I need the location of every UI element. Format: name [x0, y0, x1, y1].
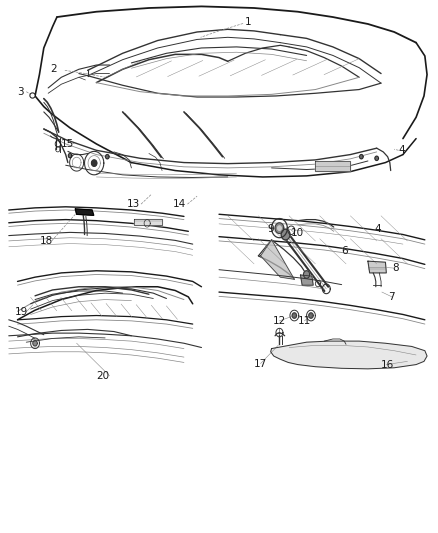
Polygon shape: [309, 313, 313, 318]
Text: 1: 1: [245, 18, 252, 27]
Text: 14: 14: [173, 199, 186, 209]
Polygon shape: [300, 275, 313, 285]
Text: 10: 10: [291, 228, 304, 238]
Text: 13: 13: [127, 199, 140, 209]
Polygon shape: [271, 341, 427, 369]
Text: 12: 12: [273, 316, 286, 326]
Polygon shape: [368, 261, 386, 273]
Polygon shape: [33, 341, 37, 346]
Polygon shape: [106, 155, 109, 159]
Text: 7: 7: [388, 292, 394, 302]
Polygon shape: [278, 226, 281, 230]
Polygon shape: [281, 229, 290, 240]
Text: 9: 9: [267, 224, 274, 234]
Text: 11: 11: [298, 316, 311, 326]
Text: 3: 3: [18, 87, 24, 96]
Text: 15: 15: [60, 139, 74, 149]
Text: 17: 17: [254, 359, 267, 368]
Polygon shape: [261, 240, 294, 279]
Text: 18: 18: [39, 236, 53, 246]
Polygon shape: [68, 154, 72, 158]
Text: 20: 20: [96, 371, 110, 381]
Text: 4: 4: [374, 224, 381, 234]
Polygon shape: [134, 219, 162, 225]
Polygon shape: [315, 161, 350, 171]
Text: 2: 2: [50, 64, 57, 74]
Polygon shape: [375, 156, 378, 160]
Text: 8: 8: [392, 263, 399, 273]
Polygon shape: [92, 160, 97, 166]
Polygon shape: [304, 271, 310, 278]
Polygon shape: [360, 155, 363, 159]
Polygon shape: [275, 223, 284, 233]
Text: 4: 4: [399, 146, 405, 155]
Polygon shape: [75, 209, 94, 215]
Polygon shape: [292, 313, 297, 318]
Text: 19: 19: [14, 307, 28, 317]
Text: 16: 16: [381, 360, 394, 369]
Text: 6: 6: [342, 246, 348, 255]
